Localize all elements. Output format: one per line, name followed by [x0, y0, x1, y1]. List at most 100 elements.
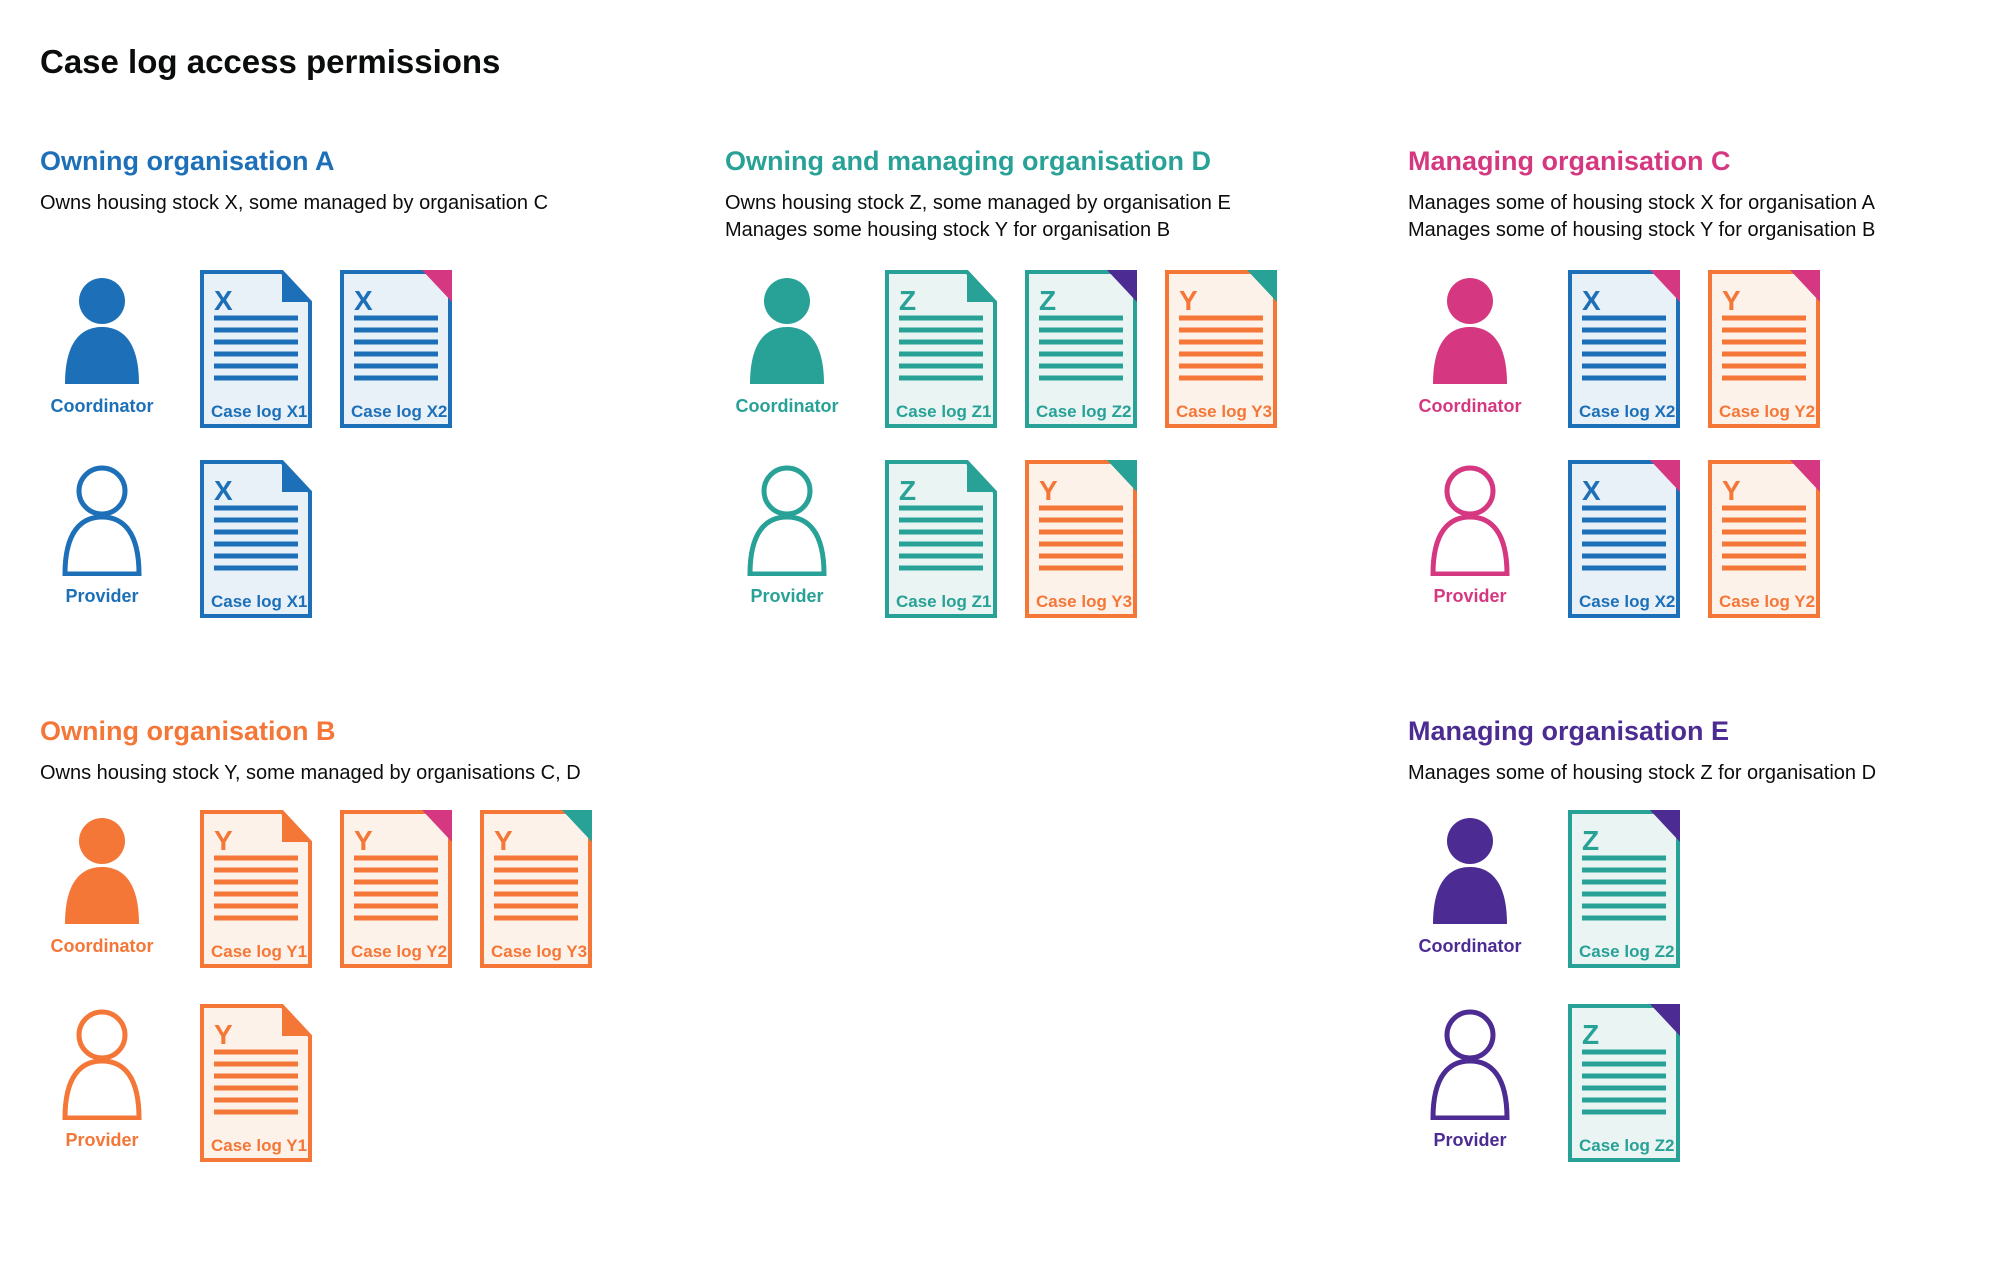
document-body: [340, 810, 452, 968]
doc-label: Case log Y1: [211, 1136, 307, 1155]
section-description-line: Owns housing stock Y, some managed by or…: [40, 762, 581, 784]
document-icon: Z Case log Z2: [1568, 1004, 1680, 1162]
document-body: [200, 810, 312, 968]
doc-stock-letter: X: [1582, 285, 1601, 316]
person-outline-icon: [62, 1009, 142, 1120]
role-label: Coordinator: [50, 396, 154, 416]
coordinator-figure: Coordinator: [1408, 810, 1532, 957]
doc-label: Case log X1: [211, 592, 307, 611]
document-icon: X Case log X2: [1568, 270, 1680, 428]
coordinator-figure: Coordinator: [40, 270, 164, 417]
doc-stock-letter: Y: [1722, 285, 1741, 316]
section-description: Manages some of housing stock Z for orga…: [1408, 760, 2000, 810]
doc-label: Case log Z2: [1579, 942, 1674, 961]
doc-stock-letter: Z: [1582, 825, 1599, 856]
document-icon: Y Case log Y2: [1708, 460, 1820, 618]
permission-row-coordinator: Coordinator Z Case log Z1 Z Case log Z2 Y Case…: [725, 270, 1408, 428]
role-label: Provider: [1433, 586, 1507, 606]
doc-stock-letter: X: [354, 285, 373, 316]
doc-label: Case log Z2: [1036, 402, 1131, 421]
role-label: Provider: [65, 586, 139, 606]
doc-label: Case log X2: [1579, 592, 1675, 611]
document-body: [885, 270, 997, 428]
case-log-doc-case-log-x1: X Case log X1: [200, 460, 312, 618]
document-body: [1708, 460, 1820, 618]
section-description-line: Owns housing stock Z, some managed by or…: [725, 192, 1231, 214]
coordinator-figure: Coordinator: [40, 810, 164, 957]
doc-stock-letter: Y: [214, 1019, 233, 1050]
role-label: Coordinator: [50, 936, 154, 956]
section-heading: Managing organisation C: [1408, 146, 1731, 176]
document-body: [1708, 270, 1820, 428]
document-fold: [282, 462, 310, 492]
document-icon: Y Case log Y3: [1165, 270, 1277, 428]
permission-row-provider: Provider X Case log X2 Y Case log Y2: [1408, 460, 2000, 618]
document-fold: [562, 810, 592, 842]
case-log-doc-case-log-z1: Z Case log Z1: [885, 460, 997, 618]
document-fold: [422, 270, 452, 302]
doc-stock-letter: Y: [1179, 285, 1198, 316]
section-description-line: Manages some of housing stock Y for orga…: [1408, 219, 1876, 241]
document-fold: [1107, 460, 1137, 492]
person-filled-icon: [750, 278, 824, 384]
document-fold: [282, 812, 310, 842]
case-log-doc-case-log-z2: Z Case log Z2: [1025, 270, 1137, 428]
section-managing-organisation-e: Managing organisation E Manages some of h…: [1408, 714, 2000, 1162]
page: Case log access permissions Owning organ…: [40, 43, 2000, 1162]
section-description-line: Manages some of housing stock X for orga…: [1408, 192, 1875, 214]
section-managing-organisation-c: Managing organisation C Manages some of h…: [1408, 144, 2000, 618]
role-label: Provider: [65, 1130, 139, 1150]
diagram-grid: Owning organisation A Owns housing stock …: [40, 144, 2000, 1162]
document-icon: Y Case log Y3: [480, 810, 592, 968]
person-filled-icon: [1433, 818, 1507, 924]
section-heading: Owning organisation B: [40, 716, 336, 746]
document-body: [200, 270, 312, 428]
section-description-line: Manages some housing stock Y for organis…: [725, 219, 1171, 241]
document-fold: [967, 462, 995, 492]
case-log-doc-case-log-x2: X Case log X2: [1568, 460, 1680, 618]
doc-label: Case log X2: [1579, 402, 1675, 421]
doc-stock-letter: Y: [1039, 475, 1058, 506]
doc-label: Case log Y3: [491, 942, 587, 961]
section-description-line: Owns housing stock X, some managed by or…: [40, 192, 549, 214]
provider-figure: Provider: [40, 460, 164, 607]
permission-row-coordinator: Coordinator X Case log X2 Y Case log Y2: [1408, 270, 2000, 428]
doc-stock-letter: Z: [899, 475, 916, 506]
document-fold: [1650, 460, 1680, 492]
document-icon: Y Case log Y3: [1025, 460, 1137, 618]
document-icon: Y Case log Y2: [1708, 270, 1820, 428]
coordinator-figure: Coordinator: [725, 270, 849, 417]
provider-figure: Provider: [40, 1004, 164, 1151]
doc-stock-letter: Z: [1582, 1019, 1599, 1050]
document-fold: [282, 272, 310, 302]
section-owning-organisation-b: Owning organisation B Owns housing stock …: [40, 714, 725, 1162]
section-description-line: Manages some of housing stock Z for orga…: [1408, 762, 1877, 784]
case-log-doc-case-log-z1: Z Case log Z1: [885, 270, 997, 428]
section-owning-organisation-a: Owning organisation A Owns housing stock …: [40, 144, 725, 618]
document-icon: Z Case log Z2: [1025, 270, 1137, 428]
document-body: [1568, 1004, 1680, 1162]
document-fold: [1650, 1004, 1680, 1036]
section-owning-and-managing-organisation-d: Owning and managing organisation D Owns h…: [725, 144, 1408, 618]
page-title: Case log access permissions: [40, 43, 501, 80]
section-description: Owns housing stock Y, some managed by or…: [40, 760, 725, 810]
document-body: [1025, 460, 1137, 618]
document-body: [200, 1004, 312, 1162]
person-outline-icon: [1430, 465, 1510, 576]
document-fold: [1650, 810, 1680, 842]
provider-figure: Provider: [1408, 1004, 1532, 1151]
role-label: Coordinator: [735, 396, 839, 416]
document-icon: Z Case log Z1: [885, 460, 997, 618]
doc-stock-letter: Y: [354, 825, 373, 856]
doc-stock-letter: Z: [1039, 285, 1056, 316]
person-outline-icon: [62, 465, 142, 576]
document-fold: [967, 272, 995, 302]
permission-row-coordinator: Coordinator Z Case log Z2: [1408, 810, 2000, 968]
case-log-doc-case-log-y3: Y Case log Y3: [1165, 270, 1277, 428]
doc-label: Case log Z1: [896, 402, 991, 421]
document-fold: [1650, 270, 1680, 302]
document-body: [1568, 460, 1680, 618]
document-body: [480, 810, 592, 968]
provider-figure: Provider: [725, 460, 849, 607]
doc-label: Case log Y2: [1719, 402, 1815, 421]
